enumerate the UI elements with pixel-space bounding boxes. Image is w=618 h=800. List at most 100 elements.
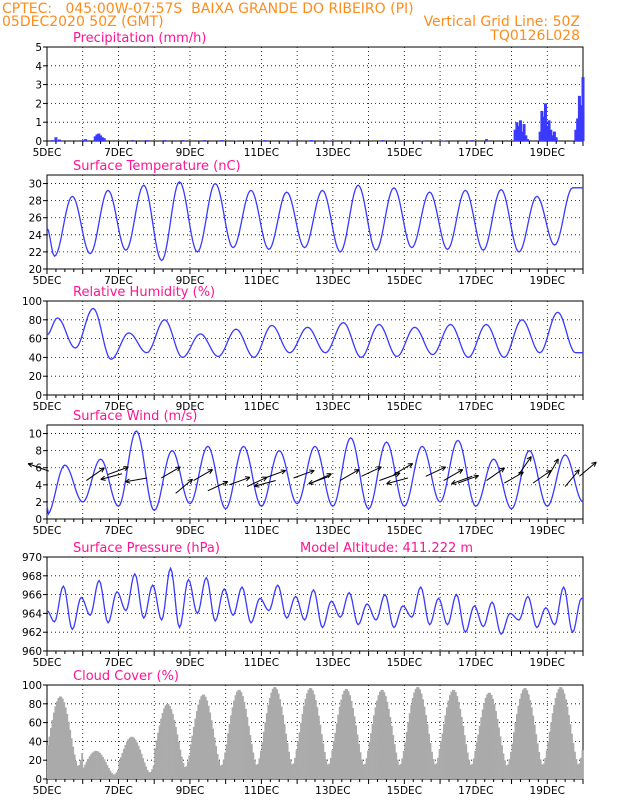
- cloud-cover-bar: [541, 764, 544, 779]
- panel-surface-wind: 0 2 4 6 8 10 5DEC 7DEC 9DEC 11DEC 13DEC 15DEC 17DEC 1…: [27, 409, 597, 537]
- cloud-cover-bar: [453, 690, 456, 779]
- cloud-cover-bar: [221, 764, 223, 779]
- cloud-cover-bar: [207, 705, 210, 779]
- cloud-cover-bar: [411, 698, 414, 779]
- precipitation-bar: [58, 139, 62, 141]
- header-model-id: TQ0126L028: [489, 28, 580, 44]
- cloud-cover-bar: [258, 758, 261, 779]
- cloud-cover-bar: [526, 690, 529, 779]
- cloud-cover-bar: [410, 705, 413, 779]
- cloud-cover-bar: [210, 720, 213, 779]
- cloud-cover-bar: [271, 688, 274, 779]
- cloud-cover-bar: [559, 687, 561, 779]
- wind-vector: [504, 471, 524, 484]
- y-tick-label: 964: [22, 608, 42, 620]
- precipitation-bar: [145, 140, 149, 141]
- precipitation-bar: [552, 131, 556, 141]
- y-tick-label: 30: [29, 179, 42, 191]
- y-tick-label: 4: [35, 480, 42, 492]
- cloud-cover-bar: [535, 734, 538, 779]
- x-tick-label: 7DEC: [104, 525, 133, 537]
- cloud-cover-bar: [437, 757, 439, 779]
- x-tick-label: 13DEC: [315, 147, 350, 159]
- y-tick-label: 960: [22, 646, 42, 658]
- x-tick-label: 13DEC: [315, 401, 350, 413]
- x-tick-label: 5DEC: [33, 785, 62, 797]
- cloud-cover-bar: [169, 705, 171, 779]
- precipitation-bar: [131, 140, 135, 141]
- x-tick-label: 15DEC: [387, 785, 422, 797]
- cloud-cover-bar: [252, 752, 255, 779]
- cloud-cover-bar: [387, 708, 390, 779]
- cloud-cover-bar: [152, 765, 155, 779]
- cloud-cover-bar: [142, 758, 145, 779]
- y-tick-label: 80: [29, 699, 42, 711]
- wind-vector: [264, 469, 287, 479]
- precipitation-bar: [574, 129, 578, 141]
- cloud-cover-bar: [167, 704, 170, 779]
- cloud-cover-bar: [72, 746, 75, 779]
- cloud-cover-bar: [294, 757, 296, 779]
- cloud-cover-bar: [116, 770, 119, 779]
- y-tick-label: 6: [35, 463, 42, 475]
- y-tick-label: 60: [29, 718, 42, 730]
- cloud-cover-bar: [524, 688, 527, 779]
- wind-vector: [564, 469, 580, 487]
- cloud-cover-bar: [276, 689, 279, 779]
- cloud-cover-bar: [183, 766, 186, 779]
- cloud-cover-bar: [496, 718, 499, 779]
- precipitation-bar: [202, 140, 206, 141]
- x-tick-label: 9DEC: [176, 525, 205, 537]
- cloud-cover-bar: [99, 752, 101, 779]
- cloud-cover-bar: [49, 728, 52, 779]
- precipitation-bar: [581, 77, 585, 141]
- wind-vector: [393, 463, 414, 475]
- cloud-cover-bar: [401, 758, 404, 779]
- cloud-cover-bar: [422, 699, 424, 779]
- precipitation-bar: [93, 136, 97, 141]
- x-tick-label: 15DEC: [387, 147, 422, 159]
- cloud-cover-bar: [329, 757, 332, 779]
- cloud-cover-bar: [472, 758, 475, 779]
- cloud-cover-bar: [146, 769, 149, 779]
- x-tick-label: 15DEC: [387, 275, 422, 287]
- precipitation-bar: [181, 140, 185, 141]
- x-tick-label: 11DEC: [244, 275, 279, 287]
- x-tick-label: 15DEC: [387, 401, 422, 413]
- series-line: [46, 566, 583, 636]
- y-tick-label: 3: [35, 80, 42, 92]
- cloud-cover-bar: [539, 759, 542, 779]
- cloud-cover-bar: [484, 697, 487, 779]
- y-tick-label: 100: [22, 296, 42, 308]
- x-tick-label: 7DEC: [104, 785, 133, 797]
- cloud-cover-bar: [413, 692, 416, 779]
- cloud-cover-bar: [454, 692, 457, 779]
- precipitation-bar: [549, 129, 553, 141]
- cloud-cover-bar: [79, 759, 82, 779]
- cloud-cover-bar: [483, 702, 486, 779]
- cloud-cover-bar: [115, 772, 118, 779]
- x-tick-label: 17DEC: [458, 785, 493, 797]
- cloud-cover-bar: [218, 760, 221, 779]
- cloud-cover-bar: [145, 766, 148, 779]
- cloud-cover-bar: [340, 699, 343, 779]
- cloud-cover-bar: [492, 698, 494, 779]
- cloud-cover-bar: [513, 732, 515, 779]
- y-tick-label: 968: [22, 571, 42, 583]
- x-tick-label: 11DEC: [244, 401, 279, 413]
- cloud-cover-bar: [267, 705, 270, 779]
- cloud-cover-bar: [392, 735, 395, 779]
- cloud-cover-bar: [434, 764, 436, 779]
- cloud-cover-bar: [487, 692, 490, 779]
- cloud-cover-bar: [194, 718, 197, 779]
- precipitation-bar: [352, 140, 356, 141]
- x-tick-label: 13DEC: [315, 525, 350, 537]
- x-tick-label: 19DEC: [530, 657, 565, 669]
- cloud-cover-bar: [486, 694, 489, 779]
- cloud-cover-bar: [121, 752, 124, 779]
- x-tick-label: 19DEC: [530, 275, 565, 287]
- header-run-time: 05DEC2020 50Z (GMT): [2, 14, 164, 30]
- y-tick-label: 970: [22, 552, 42, 564]
- cloud-cover-bar: [109, 770, 112, 779]
- wind-vector: [254, 480, 276, 488]
